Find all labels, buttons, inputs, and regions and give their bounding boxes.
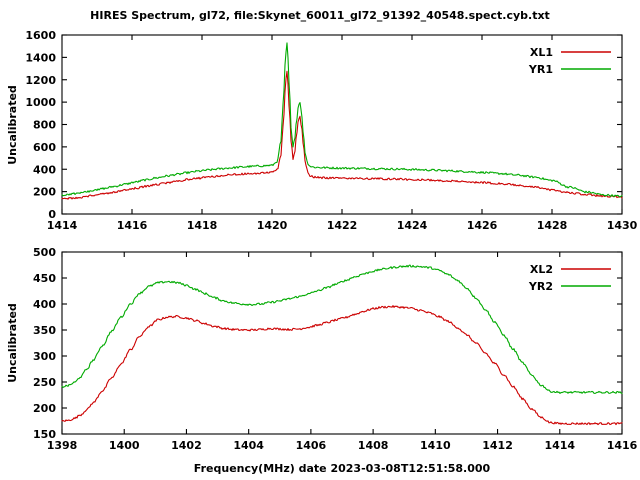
x-tick-label: 1414 <box>544 439 575 452</box>
x-tick-label: 1422 <box>327 219 358 232</box>
x-axis-label: Frequency(MHz) date 2023-03-08T12:51:58.… <box>194 462 491 475</box>
y-tick-label: 400 <box>33 163 56 176</box>
x-tick-label: 1418 <box>187 219 218 232</box>
y-tick-label: 200 <box>33 402 56 415</box>
plot-panel-bottom: 1398 1400 1402 1404 1406 1408 1410 1412 1414 1416… <box>6 246 638 475</box>
legend-label-yr2: YR2 <box>528 280 553 293</box>
y-axis-label: Uncalibrated <box>6 303 19 383</box>
y-tick-label: 350 <box>33 324 56 337</box>
x-tick-label: 1398 <box>47 439 78 452</box>
trace-yr2 <box>61 264 623 394</box>
y-axis-label: Uncalibrated <box>6 85 19 165</box>
y-tick-label: 1400 <box>25 51 56 64</box>
legend-label-xl2: XL2 <box>530 263 553 276</box>
plot-panel-top: 1414 1416 1418 1420 1422 1424 1426 1428 1430 0 200… <box>6 29 638 232</box>
trace-xl2 <box>61 305 623 426</box>
y-tick-label: 1600 <box>25 29 56 42</box>
trace-yr1 <box>61 42 623 198</box>
y-tick-label: 600 <box>33 141 56 154</box>
y-tick-label: 300 <box>33 350 56 363</box>
y-tick-label: 200 <box>33 186 56 199</box>
legend-label-xl1: XL1 <box>530 46 553 59</box>
x-tick-label: 1404 <box>233 439 264 452</box>
y-tick-label: 150 <box>33 428 56 441</box>
y-tick-label: 1000 <box>25 96 56 109</box>
x-tick-label: 1426 <box>467 219 498 232</box>
x-tick-label: 1420 <box>257 219 288 232</box>
y-tick-label: 1200 <box>25 74 56 87</box>
legend-label-yr1: YR1 <box>528 63 553 76</box>
plot-frame <box>61 251 623 435</box>
x-tick-label: 1416 <box>117 219 148 232</box>
x-tick-label: 1428 <box>537 219 568 232</box>
y-tick-label: 0 <box>48 208 56 221</box>
y-tick-label: 250 <box>33 376 56 389</box>
x-tick-label: 1402 <box>171 439 202 452</box>
x-tick-label: 1408 <box>358 439 389 452</box>
x-tick-label: 1406 <box>296 439 327 452</box>
x-tick-label: 1400 <box>109 439 140 452</box>
x-tick-label: 1412 <box>482 439 513 452</box>
x-tick-label: 1410 <box>420 439 451 452</box>
trace-xl1 <box>61 70 623 200</box>
x-tick-label: 1430 <box>607 219 638 232</box>
y-tick-label: 450 <box>33 272 56 285</box>
page-title: HIRES Spectrum, gl72, file:Skynet_60011_… <box>90 9 550 22</box>
x-tick-label: 1416 <box>607 439 638 452</box>
x-tick-label: 1414 <box>47 219 78 232</box>
y-tick-label: 400 <box>33 298 56 311</box>
y-tick-label: 500 <box>33 246 56 259</box>
y-tick-label: 800 <box>33 119 56 132</box>
x-tick-label: 1424 <box>397 219 428 232</box>
